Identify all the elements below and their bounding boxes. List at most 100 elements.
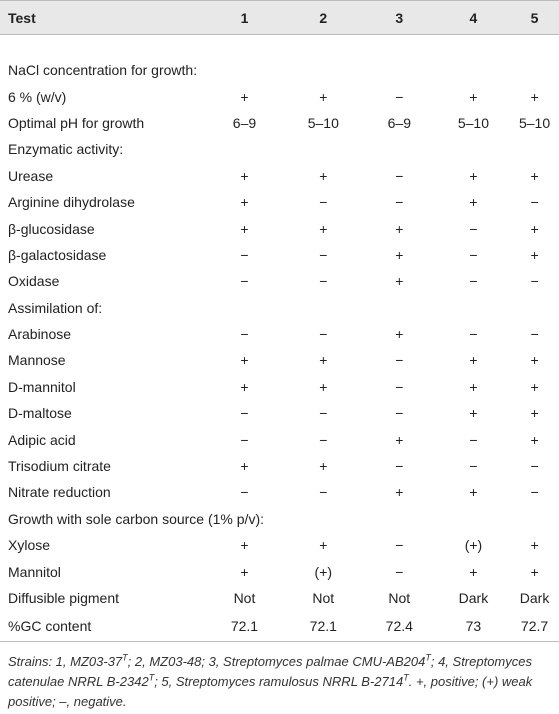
cell: − <box>469 326 478 343</box>
cell: + <box>469 88 478 105</box>
cell: + <box>395 431 404 448</box>
footnote-text: ; 4, Streptomyces catenulae NRRL B-2342 <box>8 654 532 689</box>
section-row: Enzymatic activity: <box>0 136 559 162</box>
cell: − <box>469 246 478 263</box>
cell: − <box>395 537 404 554</box>
cell: + <box>469 352 478 369</box>
row-label: Mannitol <box>8 563 61 580</box>
header-cell: 4 <box>436 0 511 35</box>
cell: + <box>469 405 478 422</box>
cell: + <box>319 167 328 184</box>
table-body: NaCl concentration for growth: 6 % (w/v) +… <box>0 35 559 643</box>
data-table: Test 1 2 3 4 5 NaCl concentration for growth: 6… <box>0 0 559 643</box>
header-cell: 2 <box>284 0 362 35</box>
cell: + <box>319 88 328 105</box>
cell: − <box>530 326 539 343</box>
cell: + <box>530 88 539 105</box>
row-label: Adipic acid <box>8 431 76 448</box>
cell: + <box>395 246 404 263</box>
cell: − <box>240 273 249 290</box>
section-row: Assimilation of: <box>0 295 559 321</box>
cell: + <box>469 484 478 501</box>
cell: Not <box>233 590 256 606</box>
footnote-text: . +, positive; (+) weak positive; –, neg… <box>8 674 533 709</box>
cell: + <box>469 378 478 395</box>
cell: + <box>240 537 249 554</box>
data-row: Nitrate reduction − − + + − <box>0 479 559 505</box>
cell: − <box>240 431 249 448</box>
spacer <box>0 35 559 58</box>
section-label: Assimilation of: <box>8 299 103 316</box>
superscript: T <box>148 672 155 683</box>
cell: − <box>469 458 478 475</box>
cell: − <box>240 246 249 263</box>
data-row: Trisodium citrate + + − − − <box>0 453 559 479</box>
cell: 73 <box>436 611 511 643</box>
data-row: β-galactosidase − − + − + <box>0 242 559 268</box>
cell: − <box>395 458 404 475</box>
row-label: D-maltose <box>8 405 72 422</box>
cell: − <box>395 88 404 105</box>
cell: + <box>240 88 249 105</box>
cell: 5–10 <box>307 114 339 131</box>
cell: + <box>319 537 328 554</box>
cell: − <box>530 273 539 290</box>
data-row: Adipic acid − − + − + <box>0 426 559 452</box>
cell: − <box>530 484 539 501</box>
cell: − <box>530 194 539 211</box>
cell: − <box>240 405 249 422</box>
cell: + <box>240 563 249 580</box>
cell: − <box>469 273 478 290</box>
cell: + <box>530 220 539 237</box>
cell: + <box>395 484 404 501</box>
cell: + <box>530 167 539 184</box>
cell: − <box>395 352 404 369</box>
data-row: Oxidase − − + − − <box>0 268 559 294</box>
cell: + <box>319 378 328 395</box>
cell: 72.1 <box>204 611 285 643</box>
row-label: Arabinose <box>8 326 72 343</box>
row-label: Arginine dihydrolase <box>8 194 135 211</box>
cell: + <box>530 563 539 580</box>
row-label: Xylose <box>8 537 51 554</box>
cell: + <box>319 352 328 369</box>
cell: 72.1 <box>284 611 362 643</box>
cell: Dark <box>458 590 489 606</box>
cell: + <box>395 273 404 290</box>
section-label: Enzymatic activity: <box>8 141 124 158</box>
cell: Not <box>312 590 335 606</box>
cell: − <box>395 405 404 422</box>
header-cell: 5 <box>510 0 559 35</box>
cell: + <box>469 194 478 211</box>
row-label: β-glucosidase <box>8 220 95 237</box>
data-row: Urease + + − + + <box>0 163 559 189</box>
data-row: D-maltose − − − + + <box>0 400 559 426</box>
header-row: Test 1 2 3 4 5 <box>0 0 559 35</box>
cell: − <box>319 484 328 501</box>
cell: + <box>240 220 249 237</box>
row-label: Trisodium citrate <box>8 458 111 475</box>
cell: − <box>319 326 328 343</box>
cell: Dark <box>519 590 550 606</box>
cell: + <box>530 352 539 369</box>
cell: + <box>319 220 328 237</box>
footnote-text: Strains: 1, MZ03-37 <box>8 654 123 669</box>
section-label: Growth with sole carbon source (1% p/v): <box>8 510 264 527</box>
data-row: 6 % (w/v) + + − + + <box>0 83 559 109</box>
cell: + <box>240 378 249 395</box>
data-row: Arginine dihydrolase + − − + − <box>0 189 559 215</box>
row-label: %GC content <box>0 611 205 643</box>
data-row: Mannitol + (+) − + + <box>0 558 559 584</box>
data-row: Xylose + + − (+) + <box>0 532 559 558</box>
cell: − <box>319 273 328 290</box>
cell: + <box>395 220 404 237</box>
cell: (+) <box>464 537 483 554</box>
cell: Not <box>388 590 411 606</box>
cell: + <box>240 194 249 211</box>
row-label: Optimal pH for growth <box>8 114 145 131</box>
row-label: Oxidase <box>8 273 60 290</box>
footnote-text: ; 2, MZ03-48; 3, Streptomyces palmae CMU… <box>127 654 426 669</box>
row-label: Diffusible pigment <box>8 590 120 606</box>
cell: − <box>240 484 249 501</box>
